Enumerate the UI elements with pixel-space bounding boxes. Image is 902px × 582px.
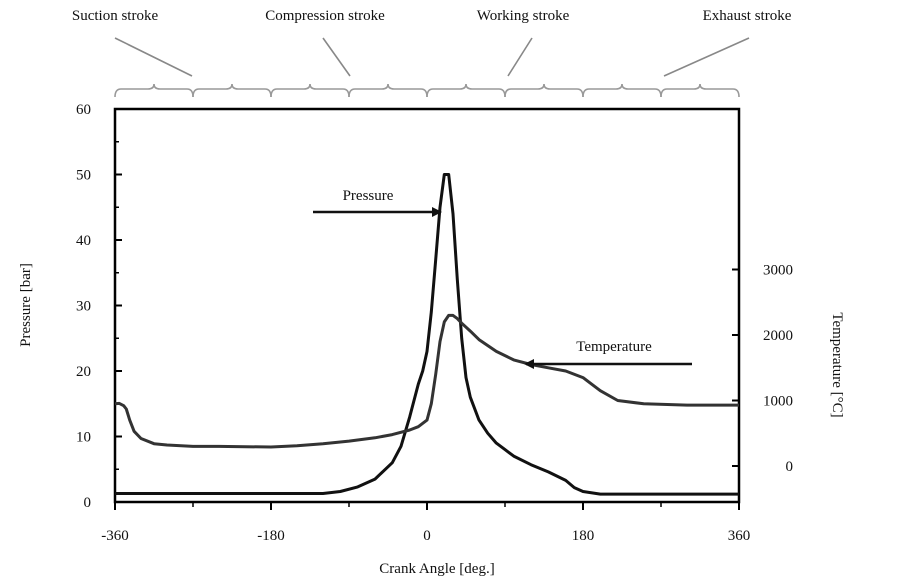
leader-line-suction	[114, 37, 193, 77]
x-tick-label: 0	[423, 528, 431, 544]
series-line-temperature	[114, 313, 739, 449]
x-axis-title: Crank Angle [deg.]	[379, 561, 494, 577]
plot-frame	[113, 107, 741, 504]
y-tick-label: 30	[76, 299, 91, 315]
stroke-brace-0-1	[192, 83, 272, 98]
y-axis-ticks: 0 10 20 30 40 50 60	[76, 102, 122, 511]
x-axis-ticks: -360 -180 0 180 360	[101, 502, 750, 544]
annotation-temperature: Temperature	[524, 339, 692, 369]
y2-tick-label: 2000	[763, 328, 793, 344]
stroke-leader-lines	[114, 37, 750, 77]
stroke-label-exhaust: Exhaust stroke	[703, 8, 792, 24]
y-tick-label: 20	[76, 364, 91, 380]
stroke-braces	[114, 83, 740, 98]
annotation-temperature-label: Temperature	[576, 339, 652, 355]
y-tick-label: 0	[84, 495, 92, 511]
y2-axis-ticks: 0 1000 2000 3000	[732, 263, 794, 475]
stroke-brace-2-1	[504, 83, 584, 98]
stroke-label-suction: Suction stroke	[72, 8, 159, 24]
stroke-labels: Suction stroke Compression stroke Workin…	[72, 8, 792, 24]
x-tick-label: 180	[572, 528, 595, 544]
stroke-brace-3-1	[660, 83, 740, 98]
y-tick-label: 10	[76, 430, 91, 446]
leader-line-working	[507, 37, 533, 77]
stroke-brace-3-0	[582, 83, 662, 98]
leader-line-compression	[322, 37, 351, 77]
y-tick-label: 40	[76, 233, 91, 249]
stroke-label-working: Working stroke	[477, 8, 570, 24]
series-line-pressure	[115, 173, 739, 496]
y2-tick-label: 3000	[763, 263, 793, 279]
annotation-pressure: Pressure	[313, 188, 442, 217]
x-tick-label: 360	[728, 528, 751, 544]
stroke-brace-1-1	[348, 83, 428, 98]
y-axis-title: Pressure [bar]	[18, 263, 34, 347]
y2-tick-label: 0	[786, 459, 794, 475]
stroke-brace-1-0	[270, 83, 350, 98]
stroke-brace-2-0	[426, 83, 506, 98]
stroke-label-compression: Compression stroke	[265, 8, 385, 24]
x-tick-label: -180	[257, 528, 285, 544]
y-tick-label: 60	[76, 102, 91, 118]
leader-line-exhaust	[663, 37, 750, 77]
annotation-pressure-label: Pressure	[343, 188, 394, 204]
stroke-brace-0-0	[114, 83, 194, 98]
x-tick-label: -360	[101, 528, 129, 544]
y2-axis-title: Temperature [°C]	[829, 312, 845, 417]
y-tick-label: 50	[76, 168, 91, 184]
y2-tick-label: 1000	[763, 394, 793, 410]
